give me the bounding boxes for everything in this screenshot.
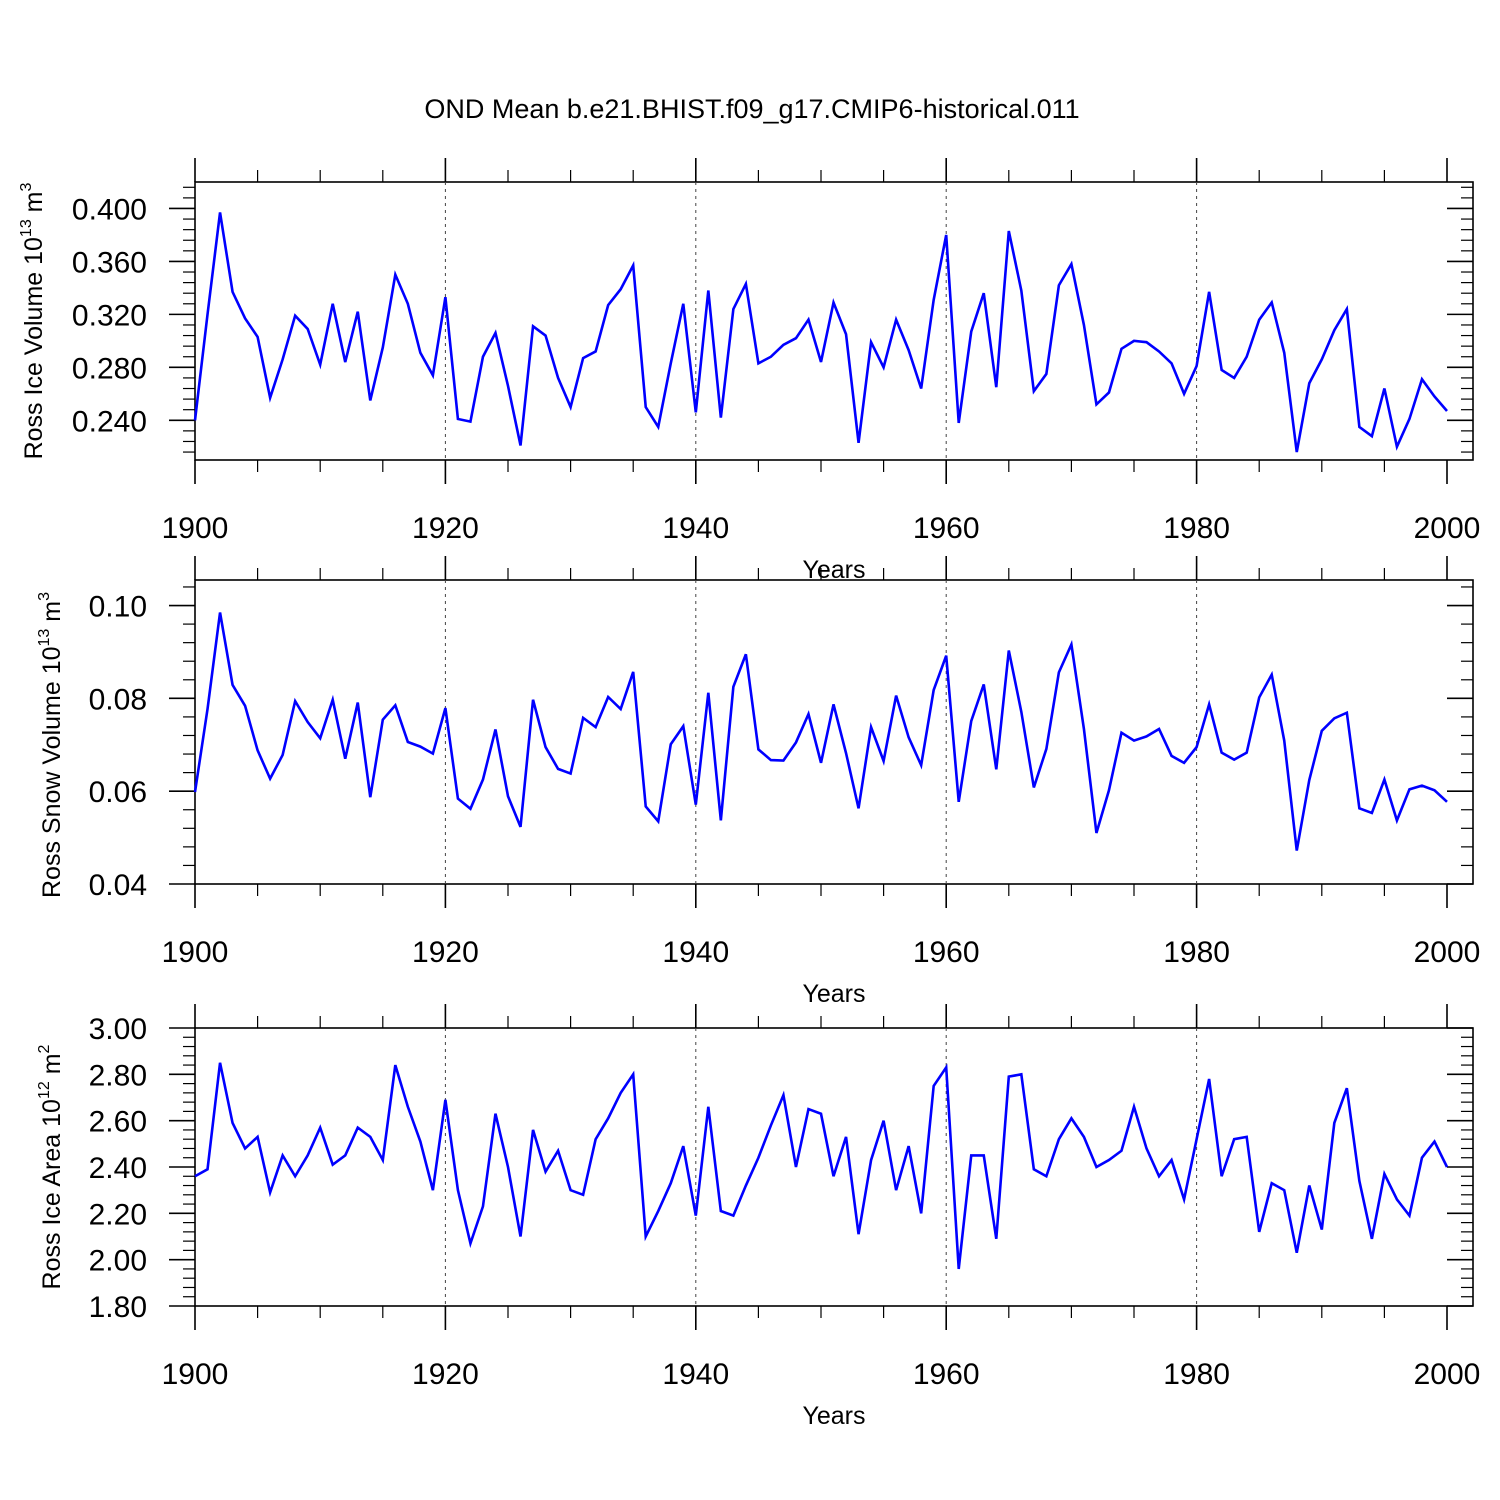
plot-frame <box>194 181 1474 461</box>
figure-title: OND Mean b.e21.BHIST.f09_g17.CMIP6-histo… <box>424 94 1079 124</box>
y-axis-label: Ross Snow Volume 1013 m3 <box>36 592 66 898</box>
y-tick-label: 0.400 <box>72 193 147 226</box>
x-tick-label-1940: 1940 <box>662 1358 729 1391</box>
y-axis-label: Ross Ice Area 1012 m2 <box>36 1044 66 1289</box>
x-tick-label-1960: 1960 <box>913 1358 980 1391</box>
panel-ross-snow-volume: 1900 1920 1940 1960 1980 2000 Years 0.04 0.06 0.0… <box>36 556 1480 1008</box>
x-tick-label-1920: 1920 <box>412 512 479 545</box>
y-tick-label: 0.280 <box>72 352 147 385</box>
y-axis-label: Ross Ice Volume 1013 m3 <box>18 182 48 459</box>
x-tick-label-1960: 1960 <box>913 512 980 545</box>
x-tick-label-2000: 2000 <box>1414 1358 1481 1391</box>
y-tick-label: 0.360 <box>72 246 147 279</box>
x-tick-label-1920: 1920 <box>412 936 479 969</box>
panel-ross-ice-area: 1900 1920 1940 1960 1980 2000 Years 1.80 2.00 2.2… <box>36 1004 1480 1430</box>
y-axis-label-unit-exponent: 2 <box>36 1044 53 1053</box>
x-tick-label-1940: 1940 <box>662 936 729 969</box>
y-axis-label-exponent: 13 <box>36 629 53 647</box>
x-tick-label-1900: 1900 <box>162 512 229 545</box>
x-tick-label-1900: 1900 <box>162 936 229 969</box>
y-axis-label-unit: m <box>20 191 48 219</box>
y-axis-label-exponent: 12 <box>36 1081 53 1099</box>
y-tick-label: 0.08 <box>89 683 147 716</box>
y-tick-label: 0.06 <box>89 776 147 809</box>
x-axis-label: Years <box>802 980 865 1008</box>
y-axis-label-text: Ross Snow Volume 10 <box>38 646 66 898</box>
panel-ross-ice-volume: 1900 1920 1940 1960 1980 2000Years0.2400.2800… <box>18 158 1480 584</box>
y-axis-label-text: Ross Ice Volume 10 <box>20 237 48 459</box>
y-axis-label-unit: m <box>38 1053 66 1081</box>
y-tick-label: 1.80 <box>89 1291 147 1324</box>
series-line-ross-ice-area <box>194 1062 1449 1270</box>
y-axis-label-unit: m <box>38 601 66 629</box>
y-axis-label-unit-exponent: 3 <box>36 592 53 601</box>
x-tick-label-2000: 2000 <box>1414 936 1481 969</box>
y-tick-label: 2.00 <box>89 1245 147 1278</box>
y-tick-label: 3.00 <box>89 1013 147 1046</box>
plot-frame <box>194 579 1474 885</box>
x-tick-label-1900: 1900 <box>162 1358 229 1391</box>
x-axis-label: Years <box>802 1402 865 1430</box>
x-tick-label-2000: 2000 <box>1414 512 1481 545</box>
x-tick-label-1920: 1920 <box>412 1358 479 1391</box>
y-axis-label-unit-exponent: 3 <box>18 182 35 191</box>
x-tick-label-1940: 1940 <box>662 512 729 545</box>
y-tick-label: 2.40 <box>89 1152 147 1185</box>
x-tick-label-1980: 1980 <box>1163 936 1230 969</box>
y-tick-label: 2.80 <box>89 1059 147 1092</box>
y-tick-label: 0.240 <box>72 405 147 438</box>
series-line-ross-snow-volume <box>193 612 1448 851</box>
y-axis-label-exponent: 13 <box>18 219 35 237</box>
series-line-ross-ice-volume <box>193 212 1448 453</box>
x-tick-label-1980: 1980 <box>1163 1358 1230 1391</box>
y-tick-label: 2.20 <box>89 1198 147 1231</box>
y-axis-label-text: Ross Ice Area 10 <box>38 1099 66 1289</box>
y-tick-label: 0.10 <box>89 591 147 624</box>
y-tick-label: 2.60 <box>89 1106 147 1139</box>
x-tick-label-1980: 1980 <box>1163 512 1230 545</box>
x-tick-label-1960: 1960 <box>913 936 980 969</box>
y-tick-label: 0.320 <box>72 299 147 332</box>
y-tick-label: 0.04 <box>89 869 147 902</box>
